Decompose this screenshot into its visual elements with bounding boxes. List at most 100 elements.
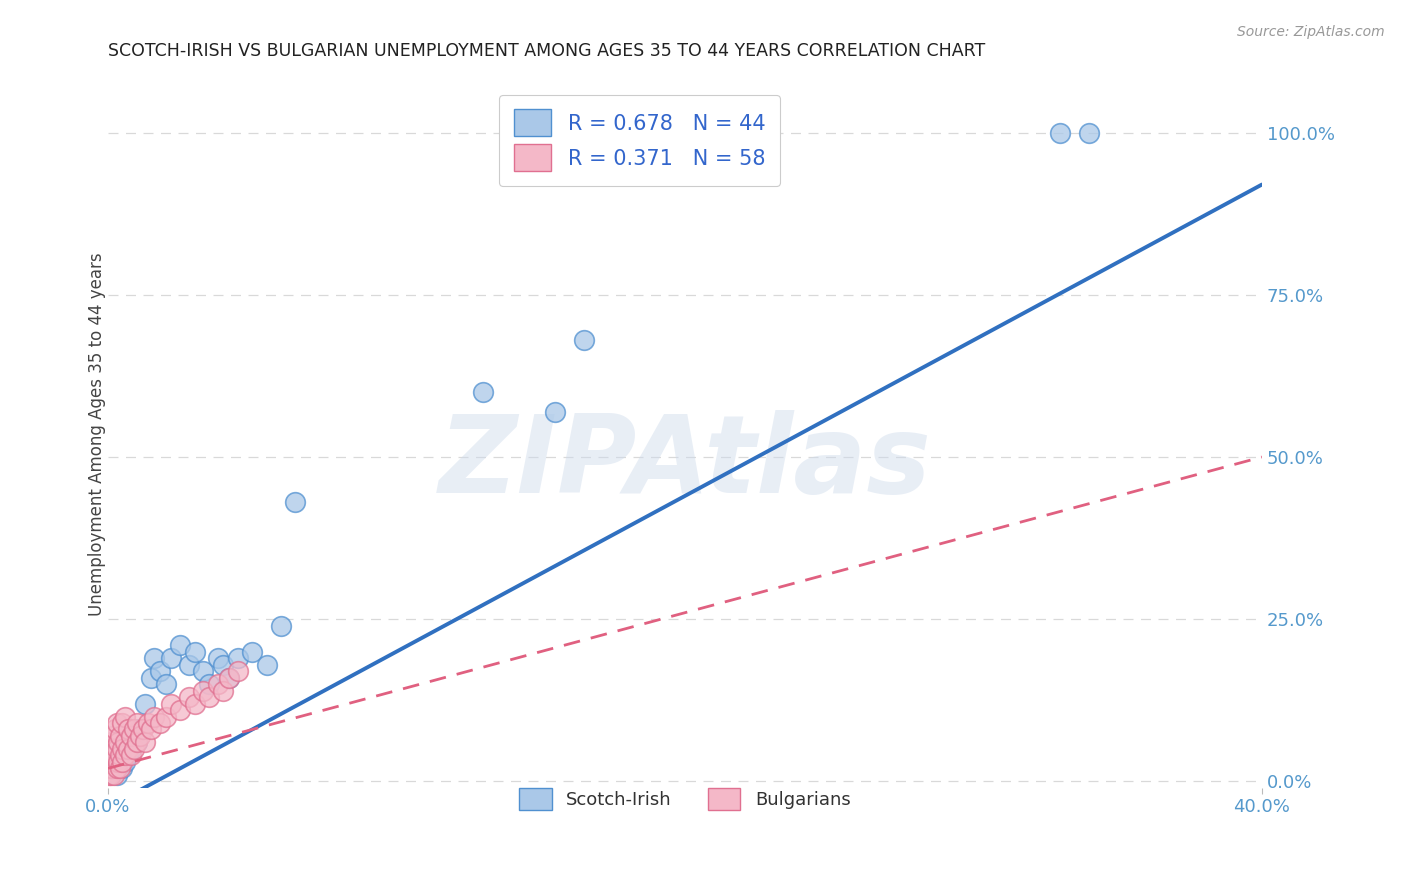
Point [111,755,134,769]
Point [212,657,235,672]
Point [117,735,139,749]
Point [155,709,177,723]
Point [98,768,121,782]
Point [122,729,145,743]
Point [103,755,125,769]
Point [111,748,134,763]
Point [160,651,183,665]
Point [193,683,215,698]
Point [114,742,136,756]
Point [1077,126,1099,140]
Point [155,677,177,691]
Point [117,723,139,737]
Point [149,716,172,731]
Point [101,729,124,743]
Point [107,755,129,769]
Point [122,723,145,737]
Text: SCOTCH-IRISH VS BULGARIAN UNEMPLOYMENT AMONG AGES 35 TO 44 YEARS CORRELATION CHA: SCOTCH-IRISH VS BULGARIAN UNEMPLOYMENT A… [108,42,986,60]
Point [100,755,122,769]
Point [100,735,122,749]
Point [105,768,128,782]
Point [108,729,131,743]
Point [101,748,124,763]
Point [103,768,125,782]
Point [122,742,145,756]
Point [108,755,131,769]
Point [111,716,134,731]
Point [183,645,205,659]
Point [105,748,128,763]
Point [134,735,156,749]
Point [100,755,122,769]
Point [105,761,128,775]
Point [114,748,136,763]
Point [100,742,122,756]
Point [160,697,183,711]
Point [125,735,148,749]
Point [103,748,125,763]
Point [572,333,595,347]
Point [284,495,307,509]
Point [169,638,191,652]
Point [207,677,229,691]
Point [108,742,131,756]
Point [240,645,263,659]
Point [177,690,200,704]
Point [100,761,122,775]
Legend: Scotch-Irish, Bulgarians: Scotch-Irish, Bulgarians [505,774,865,825]
Point [100,755,122,769]
Point [108,748,131,763]
Point [114,755,136,769]
Point [141,723,163,737]
Point [114,735,136,749]
Point [111,742,134,756]
Point [141,671,163,685]
Point [107,735,129,749]
Point [104,748,127,763]
Point [226,651,249,665]
Point [270,618,292,632]
Point [138,716,160,731]
Point [149,664,172,678]
Point [108,761,131,775]
Point [98,761,121,775]
Point [472,385,495,400]
Point [226,664,249,678]
Point [103,755,125,769]
Point [117,748,139,763]
Point [198,677,221,691]
Text: ZIPAtlas: ZIPAtlas [439,409,931,516]
Point [193,664,215,678]
Point [100,761,122,775]
Point [143,651,166,665]
Point [131,723,153,737]
Point [120,742,142,756]
Point [103,761,125,775]
Point [218,671,240,685]
Point [117,742,139,756]
Point [143,709,166,723]
Point [125,716,148,731]
Y-axis label: Unemployment Among Ages 35 to 44 years: Unemployment Among Ages 35 to 44 years [89,252,105,616]
Point [98,755,121,769]
Point [1049,126,1071,140]
Point [98,748,121,763]
Point [120,729,142,743]
Point [111,761,134,775]
Point [198,690,221,704]
Point [103,742,125,756]
Point [134,697,156,711]
Point [104,723,127,737]
Point [101,761,124,775]
Point [183,697,205,711]
Text: Source: ZipAtlas.com: Source: ZipAtlas.com [1237,25,1385,39]
Point [105,716,128,731]
Point [256,657,278,672]
Point [177,657,200,672]
Point [100,768,122,782]
Point [128,723,150,737]
Point [120,748,142,763]
Point [125,735,148,749]
Point [105,742,128,756]
Point [207,651,229,665]
